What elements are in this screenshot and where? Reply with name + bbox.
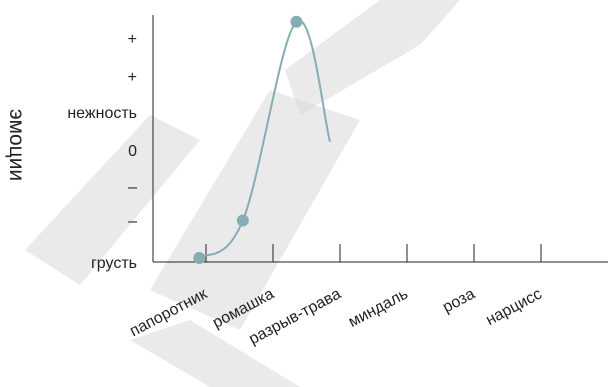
y-axis-title: эмоции — [5, 109, 28, 181]
y-tick-label: + — [128, 31, 137, 48]
axes — [152, 15, 608, 263]
x-tick-label: нарцисс — [483, 286, 545, 330]
y-tick-label: грусть — [91, 255, 137, 272]
data-point — [290, 15, 303, 28]
y-ticks: грусть – – 0 нежность + + — [67, 31, 137, 272]
data-point — [236, 214, 249, 227]
x-tick-label: роза — [440, 285, 478, 316]
y-tick-label: – — [128, 213, 137, 230]
watermark — [25, 0, 460, 387]
y-tick-label: + — [128, 69, 137, 86]
x-tick-label: миндаль — [346, 286, 411, 331]
y-tick-label: – — [128, 179, 137, 196]
series-line — [198, 19, 331, 259]
y-tick-label: нежность — [67, 105, 137, 122]
series-layer — [193, 15, 331, 264]
y-tick-label: 0 — [128, 143, 137, 160]
data-point — [193, 252, 206, 264]
